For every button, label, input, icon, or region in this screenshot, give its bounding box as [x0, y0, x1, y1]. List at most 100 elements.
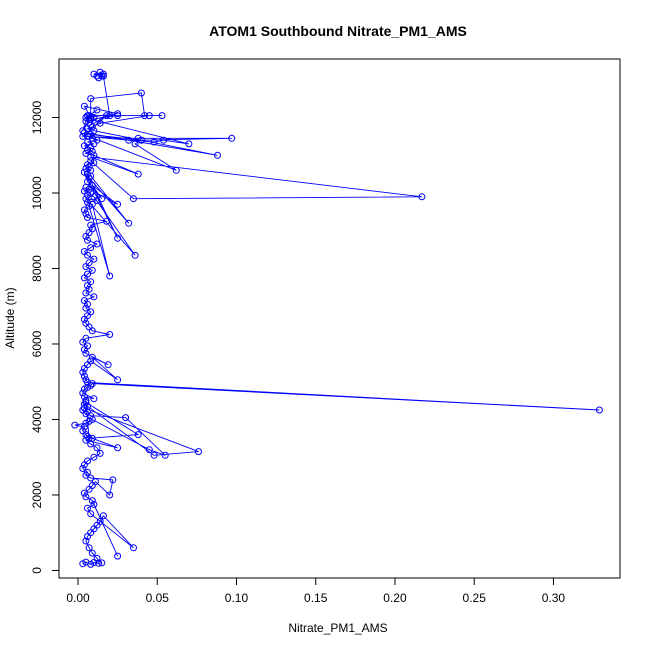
series-layer	[71, 68, 603, 568]
data-point	[84, 342, 91, 350]
data-point	[106, 112, 114, 120]
x-tick-label: 0.15	[304, 591, 328, 605]
data-point	[195, 448, 202, 456]
data-point	[80, 297, 88, 305]
data-point	[79, 127, 87, 135]
data-point	[145, 446, 153, 454]
data-point	[80, 168, 88, 176]
y-tick-label: 4000	[30, 406, 44, 433]
data-point	[131, 251, 139, 259]
data-point	[122, 414, 130, 422]
x-axis: 0.00 0.05 0.10 0.15 0.20 0.25 0.30	[66, 578, 565, 605]
data-point	[106, 331, 114, 338]
x-axis-label: Nitrate_PM1_AMS	[288, 621, 387, 635]
data-point	[87, 189, 95, 197]
data-point	[90, 255, 98, 263]
data-point	[103, 217, 110, 225]
data-point	[87, 166, 95, 174]
data-point	[79, 427, 87, 435]
data-point	[85, 434, 93, 442]
data-point	[137, 89, 145, 97]
data-point	[106, 491, 114, 499]
data-point	[84, 504, 91, 512]
data-point	[214, 151, 221, 159]
data-point	[93, 106, 101, 114]
data-point	[90, 395, 98, 403]
data-point	[130, 544, 137, 552]
data-point	[87, 357, 95, 365]
x-tick-label: 0.00	[66, 591, 90, 605]
y-axis: 0 2000 4000 6000 8000 10000 12000	[30, 100, 59, 574]
data-point	[82, 210, 90, 218]
data-point	[90, 127, 98, 135]
data-point	[114, 552, 122, 560]
data-point	[85, 259, 93, 267]
data-point	[84, 433, 91, 440]
data-point	[158, 112, 166, 120]
data-point	[84, 214, 91, 221]
data-point	[84, 178, 91, 186]
data-point	[106, 272, 114, 280]
data-point	[90, 293, 98, 301]
y-tick-label: 2000	[30, 481, 44, 508]
data-point	[82, 376, 90, 384]
data-point	[134, 170, 142, 178]
data-point	[82, 304, 90, 312]
data-point	[80, 372, 88, 380]
data-point	[96, 119, 104, 127]
data-point	[85, 174, 93, 182]
data-point	[95, 74, 103, 82]
data-point	[93, 240, 101, 248]
data-point	[595, 406, 603, 414]
data-point	[79, 465, 87, 472]
data-point	[114, 110, 122, 118]
data-point	[90, 114, 98, 121]
data-point	[114, 444, 122, 452]
data-point	[90, 453, 98, 461]
data-point	[79, 389, 87, 397]
data-point	[87, 278, 95, 286]
data-point	[80, 393, 88, 401]
data-point	[114, 376, 122, 384]
y-tick-label: 0	[30, 567, 44, 574]
data-point	[228, 134, 236, 142]
data-point	[145, 112, 153, 120]
y-tick-label: 10000	[30, 176, 44, 210]
data-point	[114, 234, 122, 242]
data-point	[150, 451, 158, 459]
data-point	[114, 112, 122, 120]
data-point	[80, 248, 88, 255]
data-point	[82, 537, 90, 545]
data-point	[93, 554, 101, 562]
data-point	[99, 70, 107, 78]
data-point	[84, 132, 91, 140]
data-point	[130, 195, 137, 203]
data-point	[88, 497, 96, 505]
data-point	[90, 151, 98, 159]
data-point	[87, 244, 95, 252]
data-point	[82, 195, 90, 203]
data-point	[87, 95, 95, 103]
x-tick-label: 0.10	[225, 591, 249, 605]
data-point	[150, 138, 158, 146]
data-point	[87, 510, 95, 518]
data-point	[104, 361, 112, 369]
data-point	[80, 102, 88, 110]
data-point	[88, 549, 96, 557]
series-line	[74, 71, 600, 565]
data-point	[84, 457, 91, 465]
data-point	[82, 349, 90, 357]
data-point	[131, 140, 139, 148]
data-point	[87, 221, 95, 229]
data-point	[88, 416, 96, 423]
data-point	[82, 117, 90, 125]
x-tick-label: 0.05	[146, 591, 170, 605]
data-point	[125, 219, 133, 227]
y-tick-label: 8000	[30, 255, 44, 282]
data-point	[125, 136, 133, 144]
data-point	[88, 123, 96, 131]
data-point	[109, 476, 117, 484]
y-tick-label: 12000	[30, 100, 44, 134]
data-point	[161, 451, 169, 459]
data-point	[84, 270, 91, 278]
